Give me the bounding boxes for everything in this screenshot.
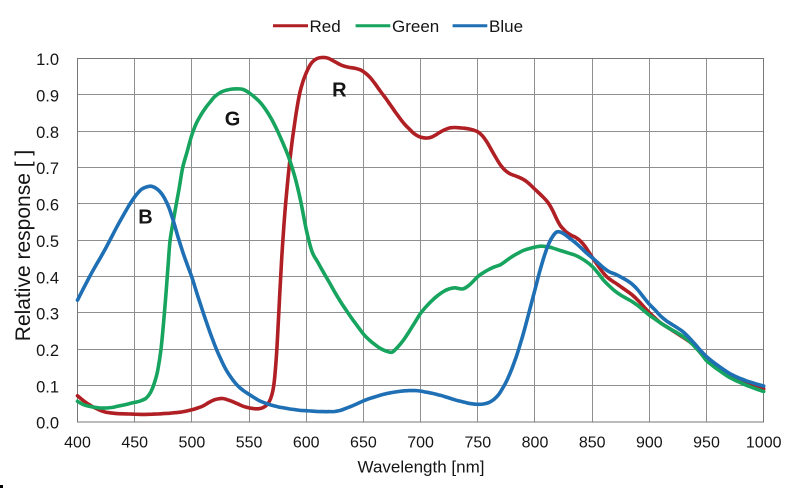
- svg-text:1.0: 1.0: [36, 51, 59, 69]
- svg-text:1000: 1000: [746, 435, 782, 452]
- svg-text:R: R: [332, 79, 347, 101]
- svg-text:850: 850: [579, 435, 606, 452]
- svg-text:500: 500: [179, 435, 206, 452]
- svg-text:G: G: [225, 109, 241, 131]
- svg-text:800: 800: [522, 435, 549, 452]
- svg-text:900: 900: [636, 435, 663, 452]
- svg-text:0.5: 0.5: [36, 233, 59, 251]
- svg-text:Red: Red: [310, 17, 341, 36]
- svg-text:950: 950: [693, 435, 720, 452]
- svg-text:0.4: 0.4: [36, 269, 59, 287]
- svg-text:750: 750: [464, 435, 491, 452]
- svg-text:0.9: 0.9: [36, 88, 59, 106]
- svg-text:Blue: Blue: [489, 17, 523, 36]
- svg-text:550: 550: [236, 435, 263, 452]
- svg-text:700: 700: [407, 435, 434, 452]
- svg-text:650: 650: [350, 435, 377, 452]
- svg-text:0.7: 0.7: [36, 160, 59, 178]
- svg-text:0.3: 0.3: [36, 306, 59, 324]
- svg-text:0.1: 0.1: [36, 378, 59, 396]
- svg-text:0.0: 0.0: [36, 415, 59, 433]
- svg-text:450: 450: [121, 435, 148, 452]
- svg-text:0.6: 0.6: [36, 197, 59, 215]
- svg-text:Wavelength [nm]: Wavelength [nm]: [358, 457, 485, 476]
- svg-text:400: 400: [64, 435, 91, 452]
- svg-text:0.2: 0.2: [36, 342, 59, 360]
- svg-text:B: B: [138, 207, 152, 229]
- svg-text:Relative response [ ]: Relative response [ ]: [12, 150, 35, 341]
- svg-text:0.8: 0.8: [36, 124, 59, 142]
- svg-text:600: 600: [293, 435, 320, 452]
- svg-text:Green: Green: [392, 17, 439, 36]
